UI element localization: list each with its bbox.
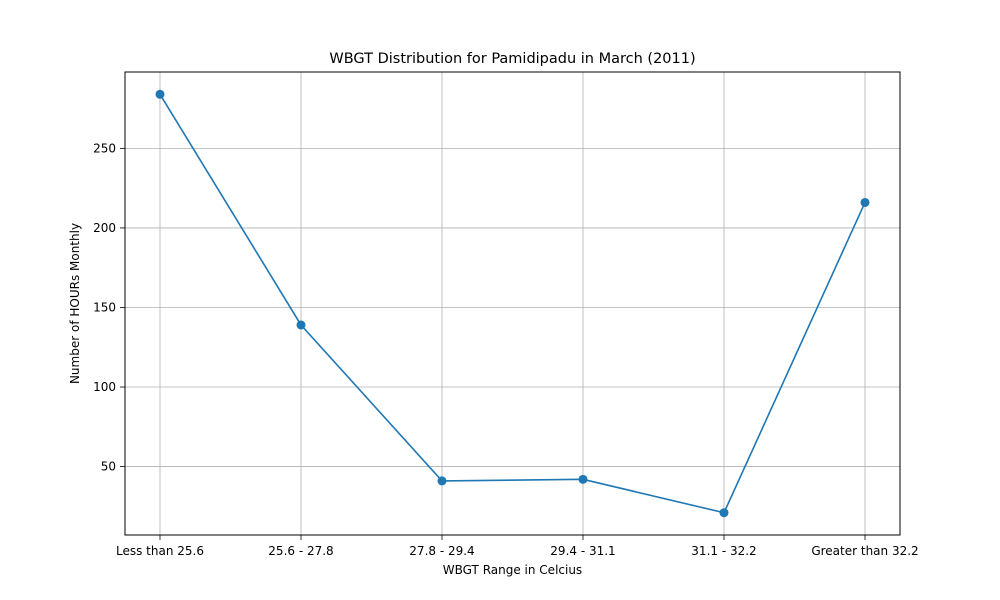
grid-lines [125, 72, 900, 535]
y-axis-label: Number of HOURs Monthly [68, 223, 82, 384]
x-tick-label: 29.4 - 31.1 [550, 544, 615, 558]
y-tick-label: 200 [93, 221, 116, 235]
x-tick-label: 27.8 - 29.4 [409, 544, 474, 558]
x-axis-label: WBGT Range in Celcius [443, 563, 582, 577]
data-point [296, 320, 306, 330]
chart-title: WBGT Distribution for Pamidipadu in Marc… [329, 51, 695, 67]
x-tick-label: Greater than 32.2 [811, 544, 918, 558]
y-tick-label: 100 [93, 380, 116, 394]
y-tick-label: 150 [93, 300, 116, 314]
data-point [578, 474, 588, 484]
series-line [159, 93, 866, 514]
x-tick-label: 31.1 - 32.2 [691, 544, 756, 558]
data-point [155, 89, 165, 99]
data-point [437, 476, 447, 486]
y-tick-label: 50 [101, 460, 116, 474]
plot-area-frame [124, 71, 901, 536]
y-tick-label: 250 [93, 141, 116, 155]
series-layer [155, 89, 870, 518]
x-tick-label: 25.6 - 27.8 [268, 544, 333, 558]
x-axis: Less than 25.6 25.6 - 27.8 27.8 - 29.4 29.4… [116, 535, 919, 558]
x-tick-label: Less than 25.6 [116, 544, 204, 558]
data-point [719, 508, 729, 518]
y-axis: 50 100 150 200 250 [93, 141, 125, 474]
data-point [860, 197, 870, 207]
